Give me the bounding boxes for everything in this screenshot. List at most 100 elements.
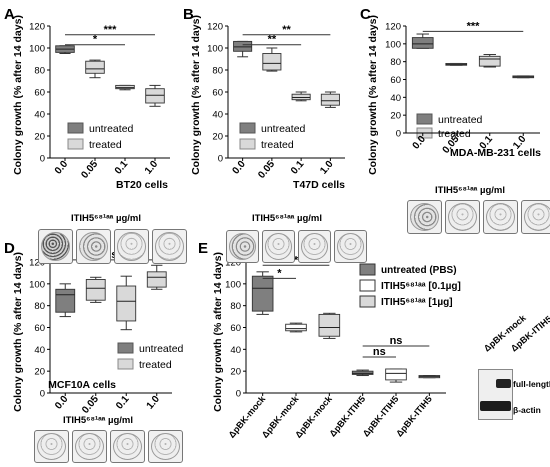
box-5: [385, 368, 407, 383]
significance-label: ns: [373, 346, 386, 358]
western-blot-image: [478, 369, 513, 420]
y-axis-label-a: Colony growth (% after 14 days): [12, 15, 24, 175]
legend-label-treated: treated: [89, 139, 122, 151]
legend-label-low-dose: ITIH5⁶⁸¹ᵃᵃ [0.1µg]: [381, 281, 461, 292]
box-6: [418, 375, 441, 379]
box-body: [115, 84, 135, 90]
box-2: [85, 276, 106, 303]
plate-image: [262, 230, 295, 263]
box-body: [318, 313, 341, 337]
x-tick-label: 0.1: [114, 394, 132, 412]
cell-label-d: MCF10A cells: [48, 379, 116, 391]
y-tick-label: 120: [207, 22, 223, 33]
box-body: [291, 93, 311, 101]
x-tick-label: 0.05: [80, 394, 101, 416]
y-tick-label: 80: [230, 301, 241, 312]
legend-a: untreated treated: [67, 122, 134, 151]
plate-image: [72, 430, 107, 463]
box-body: [262, 53, 282, 71]
box-body: [251, 275, 274, 312]
y-tick-label: 20: [34, 367, 45, 378]
y-axis-label-e: Colony growth (% after 14 days): [212, 252, 224, 412]
legend-label-untreated: untreated: [438, 114, 483, 126]
box-2: [445, 62, 468, 66]
y-tick-label: 100: [29, 279, 45, 290]
plate-image: [110, 430, 145, 463]
y-tick-label: 40: [390, 93, 401, 104]
significance-label: ***: [104, 24, 118, 36]
legend-swatch-high-dose: [359, 295, 376, 308]
x-axis-label-a: ITIH5⁶⁸¹ᵃᵃ µg/ml: [71, 213, 141, 224]
legend-swatch-untreated: [67, 122, 84, 134]
box-1: [55, 45, 75, 54]
y-axis-label-c: Colony growth (% after 14 days): [367, 15, 379, 175]
y-tick-label: 60: [212, 88, 223, 99]
cell-label-b: T47D cells: [293, 179, 345, 191]
box-3: [115, 84, 135, 91]
box-body: [146, 271, 167, 288]
box-4: [320, 91, 340, 108]
y-tick-label: 120: [29, 258, 45, 269]
y-tick-label: 100: [225, 279, 241, 290]
y-tick-label: 0: [396, 129, 401, 140]
plate-image: [298, 230, 331, 263]
legend-label-treated: treated: [139, 359, 172, 371]
box-body: [478, 55, 501, 67]
legend-swatch-treated: [239, 138, 256, 150]
plate-images-c: [407, 200, 550, 234]
y-tick-label: 60: [34, 88, 45, 99]
box-body: [233, 40, 253, 52]
legend-swatch-untreated: [117, 342, 134, 354]
y-axis-label-b: Colony growth (% after 14 days): [190, 15, 202, 175]
legend-swatch-treated: [67, 138, 84, 150]
cell-label-a: BT20 cells: [116, 179, 168, 191]
box-3: [116, 275, 137, 331]
y-tick-label: 0: [236, 389, 241, 400]
significance-label: **: [282, 24, 291, 36]
significance-label: ns: [390, 335, 403, 347]
legend-label-untreated: untreated: [89, 123, 134, 135]
x-tick-label: 0.0: [231, 159, 249, 177]
significance-label: *: [93, 34, 98, 46]
plate-images-d: [34, 430, 183, 463]
box-body: [55, 288, 76, 313]
plate-image: [114, 229, 149, 264]
y-tick-label: 100: [29, 44, 45, 55]
plate-image: [34, 430, 69, 463]
plate-images-a: [38, 229, 187, 264]
plate-image: [76, 229, 111, 264]
legend-label-untreated: untreated: [139, 343, 184, 355]
x-tick-label: 0.1: [113, 159, 131, 177]
legend-label-treated: treated: [261, 139, 294, 151]
legend-c: untreated treated: [416, 113, 483, 140]
plate-image: [148, 430, 183, 463]
box-4: [512, 75, 535, 79]
plate-images-b: [226, 230, 367, 263]
legend-swatch-low-dose: [359, 279, 376, 292]
box-body: [85, 279, 106, 301]
legend-b: untreated treated: [239, 122, 306, 151]
y-tick-label: 60: [34, 323, 45, 334]
plate-image: [38, 229, 73, 264]
y-tick-label: 60: [230, 323, 241, 334]
plate-image: [226, 230, 259, 263]
y-tick-label: 40: [230, 345, 241, 356]
y-tick-label: 20: [34, 132, 45, 143]
blot-band-label-itih5: full-length ITIH5: [513, 379, 550, 389]
box-2: [85, 59, 105, 79]
box-body: [351, 370, 374, 375]
y-tick-label: 80: [212, 66, 223, 77]
x-axis-label-c: ITIH5⁶⁸¹ᵃᵃ µg/ml: [435, 185, 505, 196]
cell-label-c: MDA-MB-231 cells: [450, 147, 541, 159]
significance-label: *: [277, 267, 282, 279]
y-tick-label: 20: [212, 132, 223, 143]
x-tick-label: 1.0: [145, 394, 163, 412]
legend-swatch-untreated: [239, 122, 256, 134]
legend-label-high-dose: ITIH5⁶⁸¹ᵃᵃ [1µg]: [381, 297, 453, 308]
blot-band-actin: [480, 401, 511, 411]
legend-d: untreated treated: [117, 342, 184, 371]
plate-image: [152, 229, 187, 264]
legend-label-untreated-pbs: untreated (PBS): [381, 265, 457, 276]
